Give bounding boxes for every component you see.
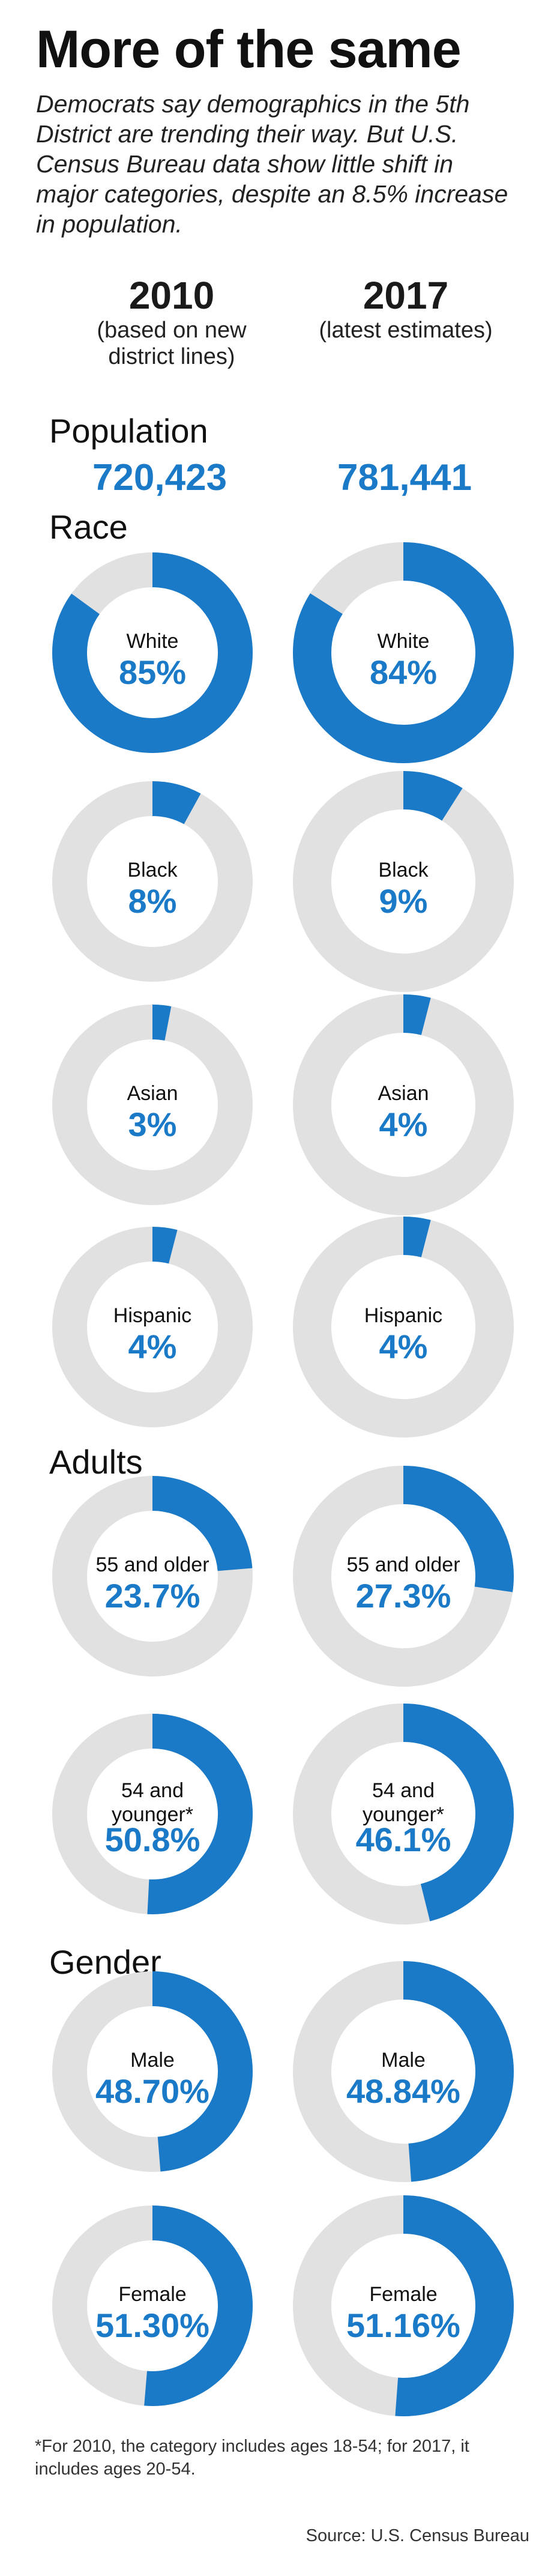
donut-track xyxy=(293,1217,514,1438)
donut-category-label: White xyxy=(378,630,430,653)
donut-segment xyxy=(52,1714,253,1914)
column-header-2010: 2010 (based on new district lines) xyxy=(64,276,280,370)
donut-value-label: 84% xyxy=(370,653,437,691)
donut-value-label: 4% xyxy=(379,1328,428,1365)
donut-value-label: 27.3% xyxy=(356,1577,451,1615)
donut-value-label: 48.70% xyxy=(95,2072,209,2110)
donut-segment xyxy=(293,2195,514,2416)
donut-segment xyxy=(52,1227,253,1427)
donut-segment xyxy=(293,1217,514,1438)
donut-segment xyxy=(52,781,253,982)
donut-value-label: 8% xyxy=(128,882,177,920)
donut-track xyxy=(293,994,514,1215)
donut-category-label: 54 and xyxy=(121,1779,184,1802)
donut-segment xyxy=(52,552,253,753)
donut-value-label: 51.16% xyxy=(346,2306,460,2344)
donut-value-label: 48.84% xyxy=(346,2072,460,2110)
donut-track xyxy=(52,1005,253,1205)
donut-category-label: Female xyxy=(369,2283,437,2306)
donut-category-label: Male xyxy=(130,2049,175,2072)
population-value-2017: 781,441 xyxy=(337,457,472,498)
donut-category-label: Female xyxy=(118,2283,186,2306)
column-year: 2017 xyxy=(363,274,449,317)
section-label-race: Race xyxy=(49,508,128,546)
donut-segment xyxy=(52,1971,253,2172)
donut-value-label: 3% xyxy=(128,1105,177,1143)
donut-value-label: 50.8% xyxy=(105,1821,200,1858)
donut-value-label: 46.1% xyxy=(356,1821,451,1858)
section-label-adults: Adults xyxy=(49,1443,143,1481)
donut-category-label: 55 and older xyxy=(346,1553,460,1576)
donut-track xyxy=(52,781,253,982)
donut-value-label: 23.7% xyxy=(105,1577,200,1615)
donut-track xyxy=(52,1227,253,1427)
donut-value-label: 85% xyxy=(119,653,186,691)
population-label: Population xyxy=(49,412,208,450)
donut-category-label: Hispanic xyxy=(113,1304,191,1327)
donut-category-label: Black xyxy=(127,859,178,881)
donut-category-label: 54 and xyxy=(372,1779,435,1802)
donut-category-label: Male xyxy=(381,2049,426,2072)
donut-value-label: 4% xyxy=(128,1328,177,1365)
column-note: (latest estimates) xyxy=(319,318,493,343)
donut-segment xyxy=(293,1704,514,1924)
donut-category-label: Black xyxy=(378,859,429,881)
page-subtitle: Democrats say demographics in the 5th Di… xyxy=(36,90,508,238)
footnote: *For 2010, the category includes ages 18… xyxy=(35,2437,469,2479)
page-title: More of the same xyxy=(36,19,462,79)
donut-category-label: 55 and older xyxy=(95,1553,209,1576)
donut-segment xyxy=(293,994,514,1215)
donut-value-label: 51.30% xyxy=(95,2306,209,2344)
donut-category-label: Asian xyxy=(378,1082,429,1105)
column-header-2017: 2017 (latest estimates) xyxy=(298,276,514,343)
donut-segment xyxy=(52,2206,253,2406)
donut-segment xyxy=(293,542,514,763)
donut-segment xyxy=(52,1476,253,1677)
column-year: 2010 xyxy=(128,274,215,317)
population-value-2010: 720,423 xyxy=(92,457,227,498)
donut-segment xyxy=(293,771,514,992)
donut-category-label: younger* xyxy=(363,1803,444,1826)
donut-segment xyxy=(293,1961,514,2182)
donut-value-label: 9% xyxy=(379,882,428,920)
donut-category-label: younger* xyxy=(112,1803,193,1826)
column-note: (based on new district lines) xyxy=(97,318,247,369)
donut-category-label: Hispanic xyxy=(364,1304,442,1327)
donut-segment xyxy=(293,1466,514,1687)
donut-value-label: 4% xyxy=(379,1105,428,1143)
donut-category-label: Asian xyxy=(127,1082,178,1105)
source-credit: Source: U.S. Census Bureau xyxy=(306,2526,529,2545)
donut-segment xyxy=(52,1005,253,1205)
donut-category-label: White xyxy=(127,630,179,653)
donut-track xyxy=(293,771,514,992)
